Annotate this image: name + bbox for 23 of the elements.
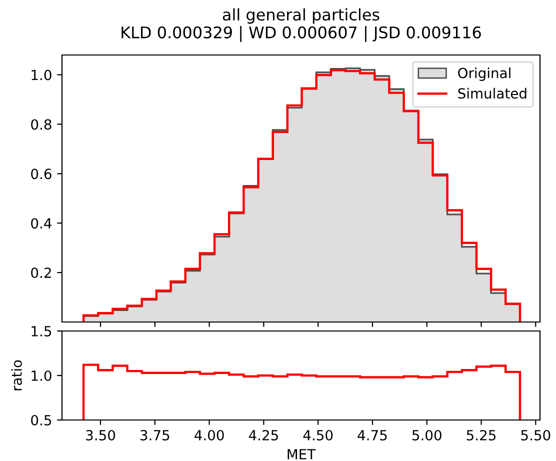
x-tick-label: 4.00 bbox=[194, 430, 224, 440]
y-tick-label: 0.6 bbox=[31, 168, 52, 180]
x-tick-label: 4.25 bbox=[248, 430, 278, 440]
x-axis-title: MET bbox=[288, 449, 316, 460]
x-tick-label: 3.75 bbox=[140, 430, 170, 440]
y-tick-label: 0.4 bbox=[31, 218, 52, 229]
chart-subtitle: KLD 0.000329 | WD 0.000607 | JSD 0.009116 bbox=[122, 26, 481, 42]
y-tick-label: 0.5 bbox=[31, 414, 52, 426]
x-tick-label: 4.75 bbox=[358, 430, 387, 440]
x-tick-label: 4.50 bbox=[303, 430, 333, 440]
y-tick-label: 1.5 bbox=[32, 326, 52, 336]
y-tick-label: 1.0 bbox=[32, 370, 52, 381]
y-tick-label: 1.0 bbox=[32, 70, 52, 80]
y-tick-label: 0.2 bbox=[31, 268, 51, 278]
legend-label: Simulated bbox=[458, 88, 526, 99]
x-tick-label: 5.25 bbox=[466, 430, 496, 440]
x-tick-label: 3.50 bbox=[86, 430, 116, 440]
legend-label: Original bbox=[458, 68, 510, 81]
y-axis-title: ratio bbox=[11, 360, 22, 390]
y-tick-label: 0.8 bbox=[31, 119, 52, 130]
x-tick-label: 5.50 bbox=[521, 430, 550, 440]
x-tick-label: 5.00 bbox=[412, 430, 442, 440]
chart-title: all general particles bbox=[222, 8, 380, 24]
